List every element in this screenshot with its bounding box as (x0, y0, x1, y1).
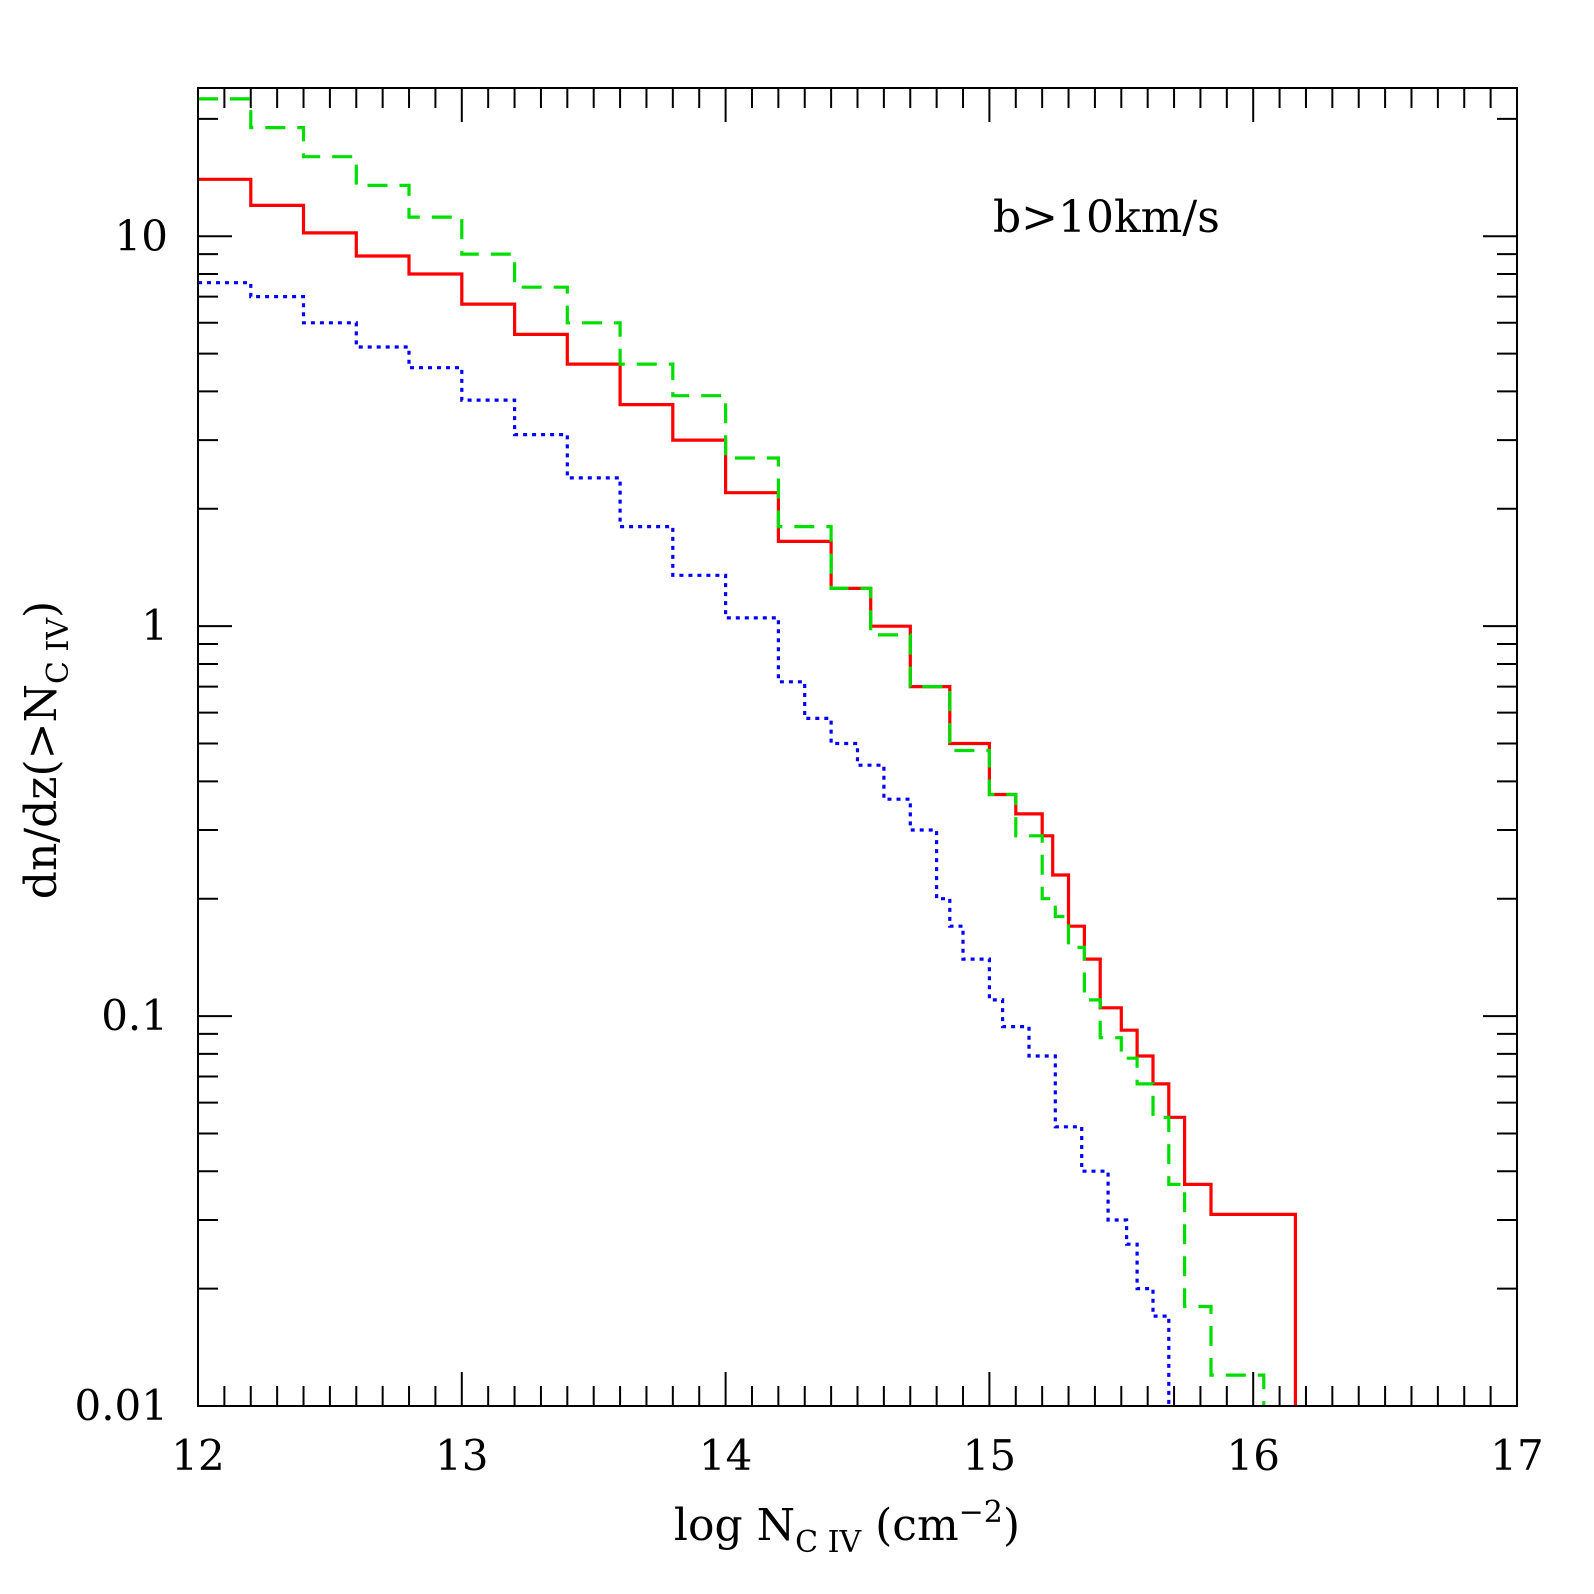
series-line-3 (198, 281, 1171, 1406)
y-tick-label: 0.1 (101, 991, 168, 1040)
x-tick-label: 16 (1226, 1431, 1279, 1480)
y-tick-label: 1 (141, 601, 168, 650)
series-line-1 (198, 177, 1297, 1406)
x-tick-label: 14 (699, 1431, 752, 1480)
x-tick-labels: 12 13 14 15 16 17 (171, 1431, 1543, 1480)
annotation-label: b>10km/s (993, 192, 1220, 243)
y-tick-labels: 0.01 0.1 1 10 (74, 211, 168, 1430)
x-tick-label: 17 (1490, 1431, 1543, 1480)
y-tick-label: 10 (115, 211, 168, 260)
y-tick-label: 0.01 (74, 1381, 168, 1430)
x-axis-label: log NC IV (cm−2) (674, 1495, 1020, 1560)
series-line-2 (198, 97, 1266, 1406)
plot-frame (197, 87, 1518, 1407)
x-tick-label: 13 (435, 1431, 488, 1480)
y-axis-label: dn/dz(>NC IV) (16, 601, 76, 899)
series-lines (198, 97, 1297, 1406)
x-tick-label: 15 (963, 1431, 1016, 1480)
tick-marks (197, 88, 1518, 1407)
x-tick-label: 12 (171, 1431, 224, 1480)
